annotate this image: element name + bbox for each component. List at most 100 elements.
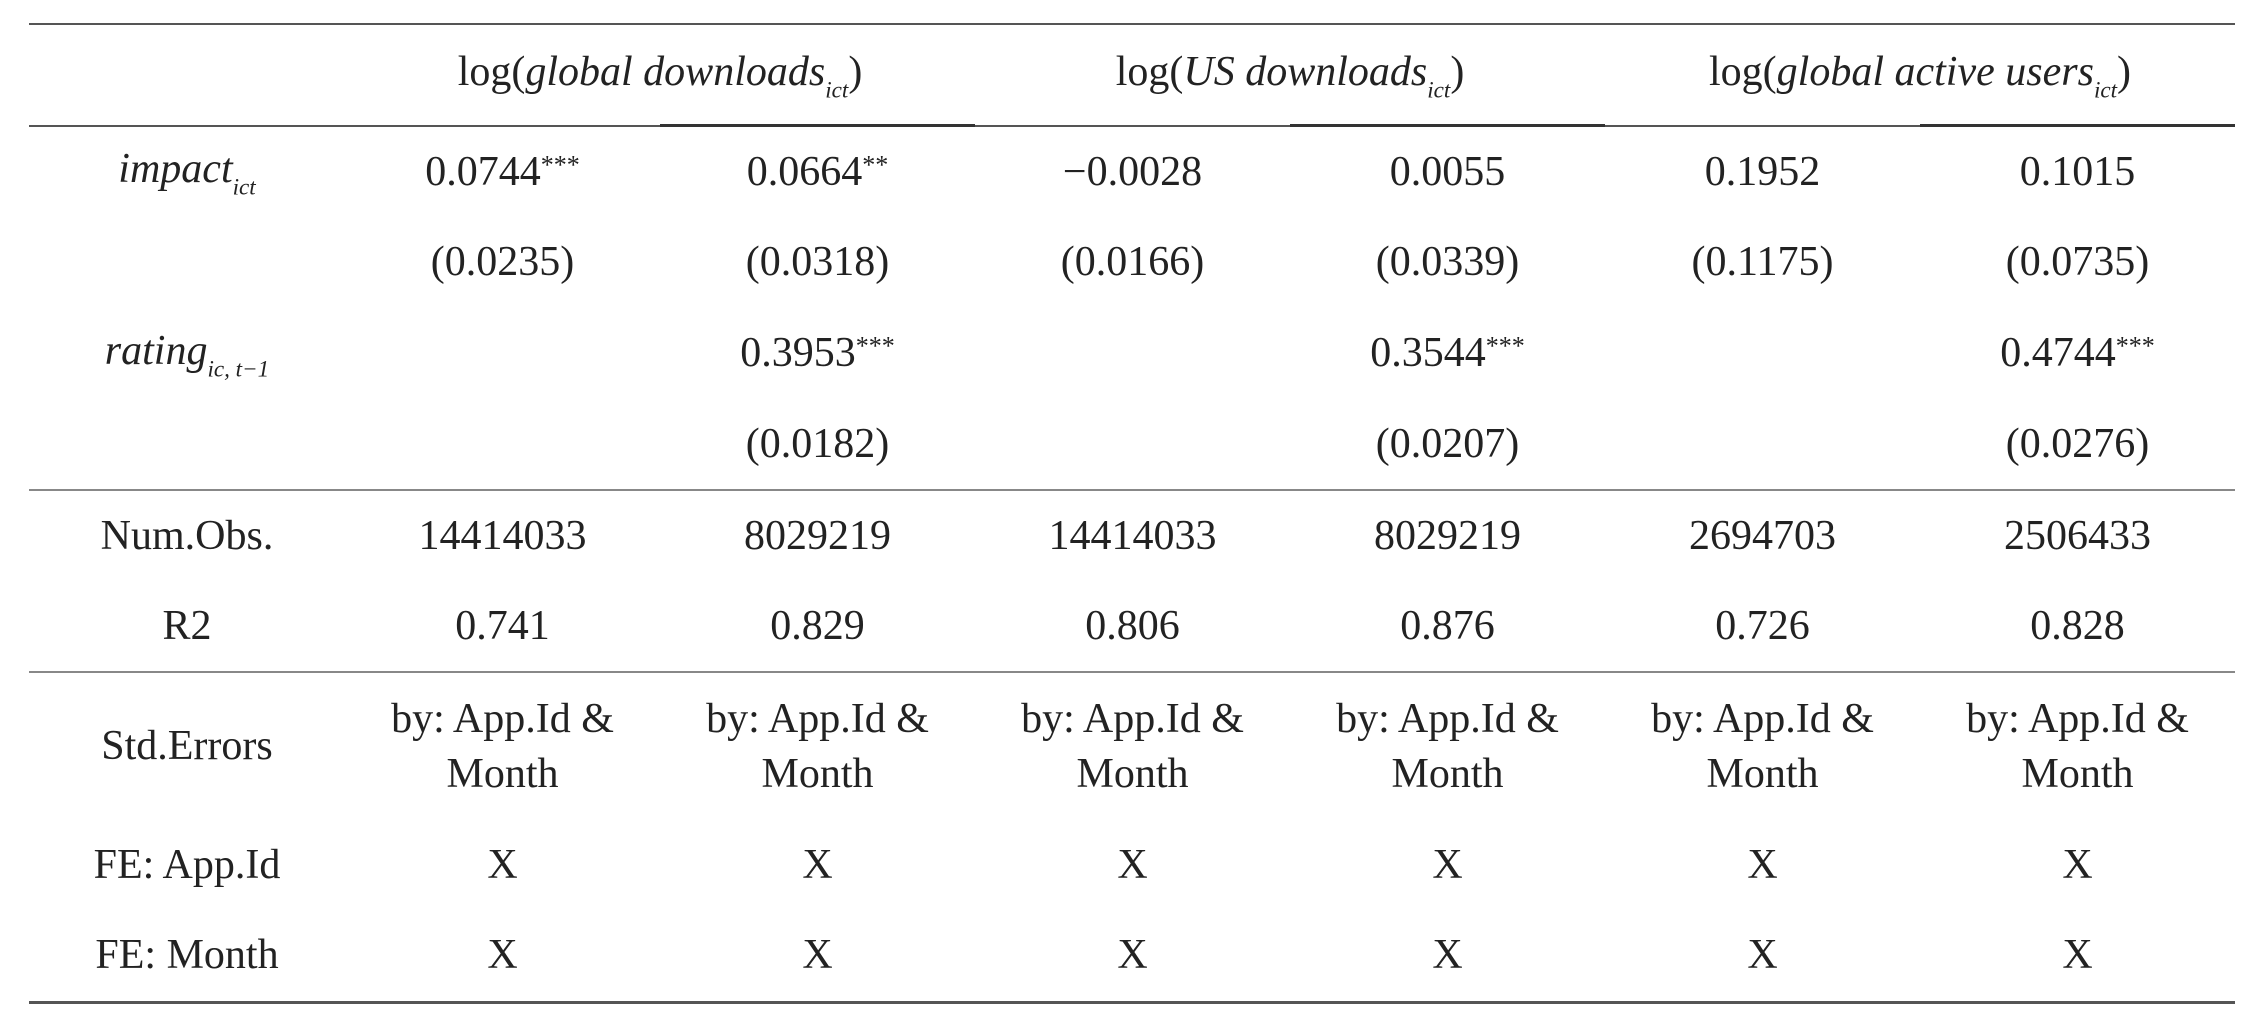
table-row: impactict 0.0744*** 0.0664** −0.0028 0.0055 0… bbox=[29, 126, 2235, 217]
cell bbox=[975, 399, 1290, 491]
cell bbox=[1605, 308, 1920, 399]
estimate: 0.4744 bbox=[2000, 330, 2116, 377]
cell: X bbox=[660, 911, 975, 1004]
cell: 8029219 bbox=[744, 512, 891, 559]
variable: rating bbox=[104, 327, 208, 374]
table-section: Num.Obs. 14414033 8029219 14414033 8029219 26… bbox=[29, 490, 2236, 673]
subscript: ict bbox=[1427, 76, 1451, 103]
row-label: Std.Errors bbox=[101, 723, 273, 770]
cell: 0.3544*** bbox=[1290, 308, 1605, 399]
group-header: log(global downloadsict) bbox=[345, 24, 975, 126]
table-header: log(global downloadsict) log(US downloads… bbox=[29, 24, 2236, 126]
subscript: ic, t−1 bbox=[207, 355, 270, 382]
cell: (0.0339) bbox=[1375, 239, 1520, 286]
cell: by: App.Id & Month bbox=[1966, 695, 2189, 797]
cell: X bbox=[1432, 842, 1463, 889]
cell: 2694703 bbox=[1689, 512, 1837, 559]
cell: 14414033 bbox=[1048, 512, 1217, 559]
close-paren: ) bbox=[848, 49, 863, 96]
significance-stars: *** bbox=[540, 150, 580, 179]
cell: X bbox=[487, 842, 518, 889]
table-row: R2 0.741 0.829 0.806 0.876 0.726 0.828 bbox=[29, 581, 2236, 673]
close-paren: ) bbox=[2117, 49, 2132, 96]
cell: (0.0735) bbox=[2005, 239, 2150, 286]
significance-stars: *** bbox=[1485, 331, 1525, 361]
row-label: ratingic, t−1 bbox=[29, 308, 345, 399]
cell: (0.0276) bbox=[1920, 399, 2236, 491]
subscript: ict bbox=[232, 173, 256, 200]
cell: X bbox=[345, 911, 660, 1004]
row-label: R2 bbox=[29, 581, 345, 673]
significance-stars: *** bbox=[855, 331, 895, 361]
cell: 0.726 bbox=[1605, 581, 1921, 673]
table-row: (0.0182) (0.0207) (0.0276) bbox=[29, 399, 2236, 491]
cell: 0.0664** bbox=[660, 126, 975, 217]
cell: by: App.Id & Month bbox=[706, 695, 929, 797]
cell: 2506433 bbox=[2004, 512, 2152, 559]
cell: X bbox=[802, 842, 833, 889]
estimate: 0.0744 bbox=[425, 148, 541, 195]
close-paren: ) bbox=[1450, 49, 1465, 96]
subscript: ict bbox=[825, 76, 849, 103]
regression-table: log(global downloadsict) log(US downloads… bbox=[29, 23, 2236, 1004]
table-row: FE: App.Id X X X X X X bbox=[29, 820, 2235, 911]
estimate: 0.3544 bbox=[1370, 330, 1486, 377]
cell bbox=[345, 399, 660, 491]
cell: (0.1175) bbox=[1691, 239, 1834, 286]
table-section: Std.Errors by: App.Id & Month by: App.Id &… bbox=[29, 672, 2236, 1004]
variable: impact bbox=[118, 146, 233, 193]
cell: X bbox=[975, 911, 1290, 1004]
row-label: FE: App.Id bbox=[93, 842, 281, 889]
cell: by: App.Id & Month bbox=[1021, 695, 1244, 797]
cell: 8029219 bbox=[1374, 512, 1521, 559]
function: log( bbox=[1709, 49, 1777, 96]
cell: X bbox=[1605, 911, 1921, 1004]
cell: 0.0744*** bbox=[345, 126, 660, 217]
variable: global downloads bbox=[525, 49, 826, 96]
table-row: Num.Obs. 14414033 8029219 14414033 8029219 26… bbox=[29, 490, 2235, 581]
function: log( bbox=[1115, 49, 1184, 96]
cell: 0.876 bbox=[1290, 581, 1606, 673]
cell: 0.741 bbox=[345, 581, 660, 673]
table-row: (0.0235) (0.0318) (0.0166) (0.0339) (0.1175)… bbox=[29, 217, 2235, 308]
significance-stars: ** bbox=[862, 150, 889, 179]
cell: 14414033 bbox=[418, 512, 587, 559]
table-section: impactict 0.0744*** 0.0664** −0.0028 0.0055 0… bbox=[29, 126, 2236, 491]
cell: by: App.Id & Month bbox=[1336, 695, 1559, 797]
cell: −0.0028 bbox=[1062, 148, 1203, 195]
cell: (0.0318) bbox=[745, 239, 890, 286]
estimate: 0.3953 bbox=[740, 330, 856, 377]
table-row: Std.Errors by: App.Id & Month by: App.Id &… bbox=[29, 672, 2235, 820]
subscript: ict bbox=[2093, 76, 2118, 103]
cell: X bbox=[2062, 842, 2093, 889]
cell: by: App.Id & Month bbox=[391, 695, 614, 797]
group-header: log(US downloadsict) bbox=[975, 24, 1606, 126]
cell: 0.1015 bbox=[2019, 148, 2136, 195]
significance-stars: *** bbox=[2115, 331, 2155, 361]
table-row: ratingic, t−1 0.3953*** 0.3544*** 0.4744*** bbox=[29, 308, 2235, 399]
cell: X bbox=[1117, 842, 1148, 889]
row-label: Num.Obs. bbox=[100, 512, 274, 559]
cell: X bbox=[1920, 911, 2236, 1004]
group-header: log(global active usersict) bbox=[1605, 24, 2236, 126]
corner-cell bbox=[29, 24, 345, 126]
cell: by: App.Id & Month bbox=[1651, 695, 1874, 797]
cell: (0.0166) bbox=[1060, 239, 1205, 286]
cell: 0.828 bbox=[1920, 581, 2236, 673]
cell bbox=[1605, 399, 1921, 491]
cell: (0.0182) bbox=[660, 399, 975, 491]
table-row: FE: Month X X X X X X bbox=[29, 911, 2236, 1004]
header-row: log(global downloadsict) log(US downloads… bbox=[29, 24, 2236, 126]
row-label: FE: Month bbox=[29, 911, 345, 1004]
variable: US downloads bbox=[1183, 49, 1428, 96]
cell: X bbox=[1747, 842, 1778, 889]
function: log( bbox=[457, 49, 526, 96]
cell: 0.3953*** bbox=[660, 308, 975, 399]
cell: 0.806 bbox=[975, 581, 1290, 673]
row-label bbox=[29, 217, 345, 308]
cell: (0.0207) bbox=[1290, 399, 1606, 491]
cell: (0.0235) bbox=[430, 239, 575, 286]
cell bbox=[975, 308, 1290, 399]
cell: 0.0055 bbox=[1389, 148, 1506, 195]
